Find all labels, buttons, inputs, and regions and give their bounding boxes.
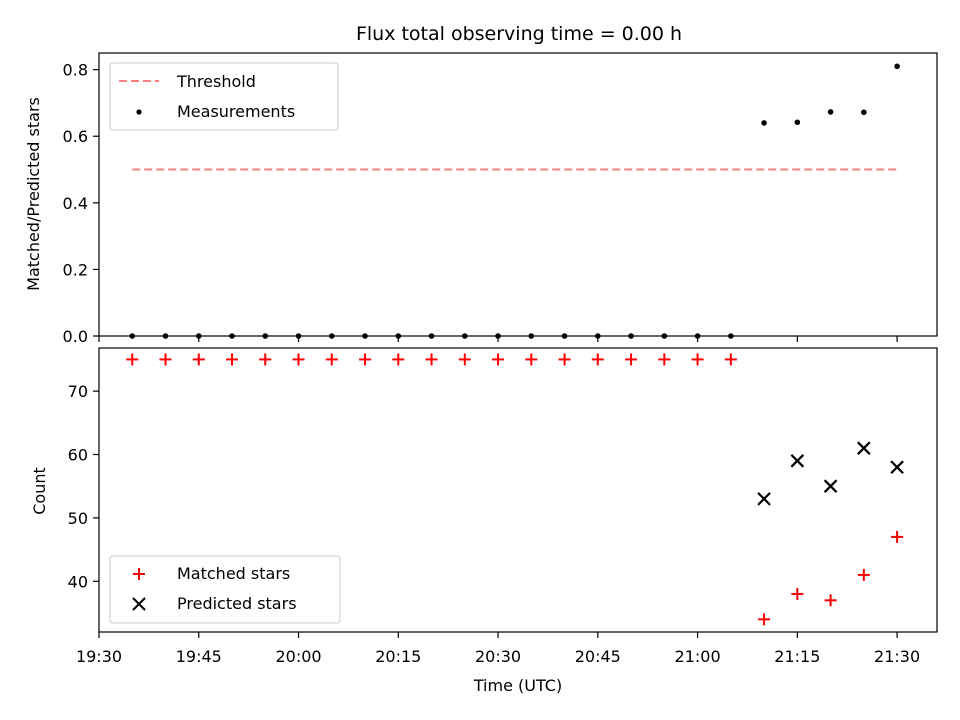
- x-tick-label: 20:15: [375, 647, 421, 666]
- matched-stars-point: [724, 353, 737, 366]
- measurements-point: [694, 333, 701, 339]
- x-tick-label: 21:30: [874, 647, 920, 666]
- matched-stars-point: [824, 594, 837, 607]
- y-tick-label: 0.2: [63, 260, 88, 279]
- y-tick-label: 0.0: [63, 327, 88, 346]
- matched-stars-point: [192, 353, 205, 366]
- plot-frame: [98, 52, 938, 337]
- matched-stars-point: [425, 353, 438, 366]
- matched-stars-point: [359, 353, 372, 366]
- matched-stars-point: [159, 353, 172, 366]
- y-tick-label: 0.8: [63, 61, 88, 80]
- predicted-stars-point: [823, 479, 838, 493]
- top-legend-box: [109, 62, 339, 131]
- matched-stars-point: [525, 353, 538, 366]
- legend-matched-label: Matched stars: [177, 564, 290, 583]
- x-tick-label: 21:00: [675, 647, 721, 666]
- matched-stars-point: [857, 568, 870, 581]
- matched-stars-point: [458, 353, 471, 366]
- y-tick-label: 0.4: [63, 194, 88, 213]
- matched-stars-point: [791, 587, 804, 600]
- measurements-point: [861, 109, 867, 116]
- matched-stars-point: [492, 353, 505, 366]
- measurements-point: [295, 333, 302, 339]
- x-tick-label: 20:00: [275, 647, 321, 666]
- measurements-point: [728, 333, 734, 339]
- measurements-point: [495, 333, 501, 339]
- matched-stars-point: [392, 353, 405, 366]
- y-tick-label: 60: [68, 446, 88, 465]
- predicted-stars-point: [757, 492, 771, 506]
- measurements-point: [262, 333, 269, 339]
- top-ylabel: Matched/Predicted stars: [24, 97, 43, 291]
- legend-predicted-swatch: [132, 597, 146, 611]
- measurements-point: [362, 333, 368, 339]
- measurements-point: [428, 333, 435, 339]
- legend-matched-swatch: [133, 568, 145, 580]
- matched-stars-point: [625, 353, 638, 366]
- top-panel: 0.00.20.40.60.8 Matched/Predicted stars …: [24, 52, 938, 346]
- matched-stars-point: [691, 353, 704, 366]
- measurements-point: [328, 333, 335, 339]
- measurements-point: [129, 333, 136, 339]
- x-tick-label: 19:45: [176, 647, 222, 666]
- top-legend: Threshold Measurements: [109, 62, 339, 131]
- measurements-point: [561, 333, 568, 339]
- matched-stars-point: [558, 353, 571, 366]
- matched-stars-point: [126, 353, 139, 366]
- legend-predicted-label: Predicted stars: [177, 594, 297, 613]
- measurements-point: [461, 333, 468, 339]
- measurements-point: [595, 333, 601, 339]
- x-tick-label: 20:30: [475, 647, 521, 666]
- matched-stars-point: [891, 530, 904, 543]
- bottom-legend: Matched stars Predicted stars: [109, 555, 341, 624]
- predicted-stars-point: [857, 441, 871, 455]
- matched-stars-point: [259, 353, 272, 366]
- legend-measurements-label: Measurements: [177, 102, 295, 121]
- measurements-point: [761, 120, 767, 126]
- bottom-xlabel: Time (UTC): [473, 676, 562, 695]
- x-tick-label: 19:30: [76, 647, 122, 666]
- legend-threshold-label: Threshold: [176, 72, 256, 91]
- bottom-ylabel: Count: [30, 467, 49, 515]
- matched-stars-point: [325, 353, 338, 366]
- y-tick-label: 0.6: [63, 127, 88, 146]
- matched-stars-point: [658, 353, 671, 366]
- measurements-point: [528, 333, 535, 339]
- measurements-point: [195, 333, 202, 339]
- predicted-stars-point: [790, 454, 805, 468]
- measurements-point: [395, 333, 402, 339]
- measurements-point: [894, 63, 900, 70]
- y-tick-label: 50: [68, 509, 88, 528]
- bottom-panel: 40 50 60 70 19:30 19:45 20:00 20:15 20:30 20:45 21…: [30, 347, 938, 695]
- plot-frame: [98, 347, 938, 633]
- measurements-point: [661, 333, 668, 339]
- matched-stars-point: [591, 353, 604, 366]
- matched-stars-point: [292, 353, 305, 366]
- top-plot-area: 0.0 0.2 0.4 0.6 0.8: [63, 52, 938, 346]
- y-tick-label: 70: [68, 382, 88, 401]
- measurements-point: [794, 119, 801, 126]
- measurements-point: [628, 333, 634, 339]
- measurements-point: [229, 333, 235, 339]
- bottom-legend-box: [109, 555, 341, 624]
- chart-title: Flux total observing time = 0.00 h: [356, 23, 682, 45]
- matched-stars-point: [758, 613, 771, 626]
- legend-measurements-swatch: [136, 109, 142, 115]
- y-tick-label: 40: [68, 572, 88, 591]
- x-tick-label: 21:15: [774, 647, 820, 666]
- bottom-plot-area: 40 50 60 70 19:30 19:45 20:00 20:15 20:30 20:45 21…: [68, 347, 938, 666]
- x-tick-label: 20:45: [575, 647, 621, 666]
- matched-stars-point: [226, 353, 239, 366]
- predicted-stars-point: [890, 460, 904, 474]
- measurements-point: [827, 109, 834, 115]
- measurements-point: [162, 333, 169, 339]
